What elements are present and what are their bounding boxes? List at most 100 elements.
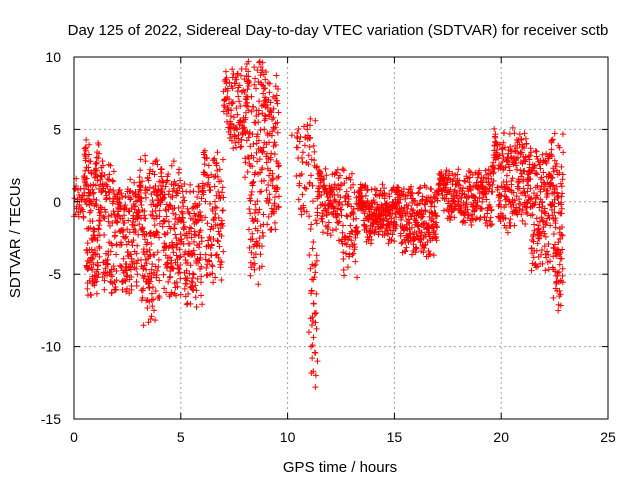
data-point (450, 206, 457, 213)
data-point (256, 156, 263, 163)
data-point (494, 184, 501, 191)
data-point (556, 144, 563, 151)
data-point (258, 188, 265, 195)
data-point (160, 179, 167, 186)
data-point (538, 251, 545, 258)
data-point (552, 215, 559, 222)
data-point (545, 241, 552, 248)
data-point (250, 140, 257, 147)
data-point (260, 90, 267, 97)
data-point (300, 204, 307, 211)
data-point (408, 224, 415, 231)
data-point (198, 238, 205, 245)
data-point (106, 171, 113, 178)
y-tick-label: 0 (53, 194, 61, 210)
data-point (144, 174, 151, 181)
data-point (545, 251, 552, 258)
data-point (116, 187, 123, 193)
data-point (264, 221, 271, 228)
data-point (200, 189, 207, 196)
plot-frame (73, 56, 609, 420)
data-point (82, 155, 89, 162)
data-point (187, 181, 194, 188)
chart-title: Day 125 of 2022, Sidereal Day-to-day VTE… (68, 22, 609, 39)
data-point (82, 179, 89, 186)
data-point (319, 218, 326, 225)
data-point (161, 285, 168, 292)
data-point (106, 188, 113, 195)
data-point (352, 224, 359, 231)
data-point (198, 263, 205, 270)
data-point (266, 191, 273, 198)
data-point (146, 253, 153, 260)
data-point (177, 291, 184, 298)
data-point (275, 109, 282, 116)
data-point (264, 101, 271, 108)
data-point (267, 156, 274, 163)
data-point (186, 224, 193, 231)
data-point (304, 121, 311, 128)
data-point (201, 147, 208, 154)
data-point (137, 187, 144, 194)
data-point (87, 158, 94, 165)
data-point (230, 145, 237, 152)
data-point (101, 215, 108, 222)
data-point (146, 270, 153, 277)
data-point (192, 294, 199, 301)
data-point (540, 169, 547, 176)
data-point (215, 214, 222, 221)
data-point (112, 229, 119, 236)
data-point (444, 188, 451, 195)
data-point (309, 198, 316, 205)
data-point (423, 220, 430, 227)
data-point (147, 278, 154, 285)
data-point (198, 273, 205, 280)
data-point (299, 191, 306, 198)
data-point (170, 158, 177, 165)
data-point (473, 215, 480, 222)
data-point (343, 212, 350, 219)
data-point (543, 219, 550, 226)
data-point (546, 215, 553, 222)
data-point (256, 58, 263, 65)
data-point (195, 232, 202, 239)
x-tick-label: 0 (70, 429, 78, 445)
data-point (109, 273, 116, 280)
data-point (96, 150, 103, 157)
data-point (168, 257, 175, 264)
data-point (521, 189, 528, 196)
data-point (125, 238, 132, 245)
data-point (539, 217, 546, 224)
data-point (378, 211, 385, 218)
data-point (267, 99, 274, 106)
data-point (543, 160, 550, 167)
data-point (482, 175, 489, 182)
data-point (310, 142, 317, 149)
data-point (179, 214, 186, 221)
data-point (555, 200, 562, 207)
data-point (270, 105, 277, 112)
data-point (209, 270, 216, 277)
data-point (190, 247, 197, 254)
data-point (151, 171, 158, 178)
data-point (167, 202, 174, 209)
data-point (476, 195, 483, 202)
data-point (90, 189, 97, 196)
data-point (122, 278, 129, 285)
data-point (317, 179, 324, 186)
data-point (343, 241, 350, 248)
data-point (132, 202, 139, 209)
data-point (93, 167, 100, 174)
data-point (350, 206, 357, 213)
data-point (551, 241, 558, 248)
data-point (550, 168, 557, 175)
data-point (233, 135, 240, 142)
data-point (233, 76, 240, 83)
data-point (335, 220, 342, 227)
data-point (218, 233, 225, 240)
data-point (335, 237, 342, 244)
data-point (557, 291, 564, 298)
data-point (138, 202, 145, 209)
data-point (96, 212, 103, 219)
data-point (487, 214, 494, 221)
